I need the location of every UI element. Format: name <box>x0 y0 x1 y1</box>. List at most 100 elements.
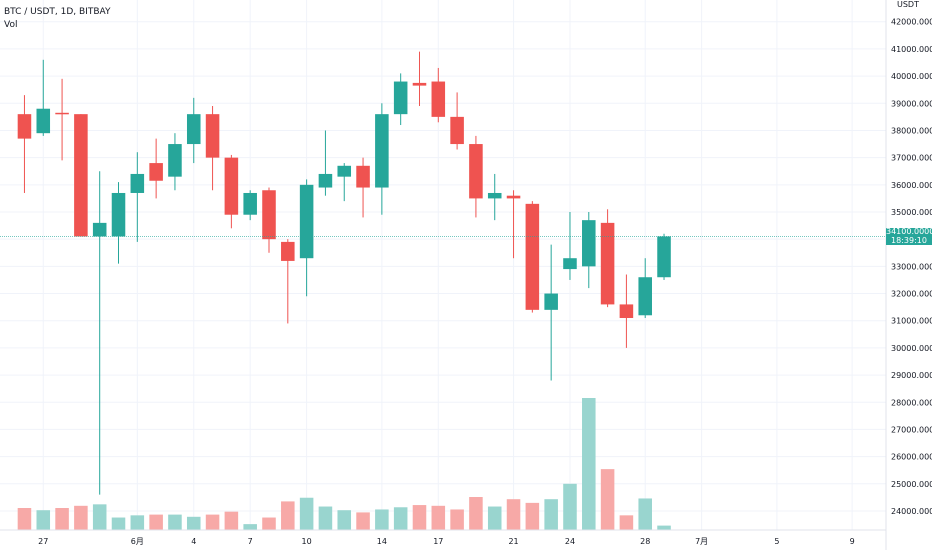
volume-indicator-label[interactable]: Vol <box>4 20 18 30</box>
volume-bar <box>168 514 182 530</box>
volume-bar <box>375 509 389 530</box>
chart-grid <box>0 0 886 530</box>
chart-legend: BTC / USDT, 1D, BITBAY Vol <box>4 6 110 32</box>
candle-body <box>487 192 502 199</box>
price-axis-currency: USDT <box>897 0 919 9</box>
volume-bar <box>600 469 615 530</box>
candle-body <box>281 241 295 261</box>
price-tick-label: 39000.000000 <box>891 99 932 108</box>
volume-bars <box>17 398 671 530</box>
volume-bar <box>544 499 558 530</box>
last-price-value: 34100.000000 <box>886 227 932 237</box>
volume-bar <box>243 524 257 530</box>
bar-countdown: 18:39:10 <box>891 235 927 245</box>
volume-bar <box>393 507 408 530</box>
price-tick-label: 26000.000000 <box>891 453 932 462</box>
price-tick-label: 41000.000000 <box>891 45 932 54</box>
candle-body <box>17 114 32 139</box>
volume-bar <box>356 512 370 530</box>
time-tick-label: 14 <box>377 537 387 546</box>
price-tick-label: 25000.000000 <box>891 480 932 489</box>
volume-bar <box>431 505 446 530</box>
time-tick-label: 10 <box>302 537 312 546</box>
price-tick-label: 40000.000000 <box>891 72 932 81</box>
candle-body <box>186 114 201 145</box>
candle-body <box>262 190 276 240</box>
volume-bar <box>487 506 502 530</box>
volume-bar <box>111 517 126 530</box>
candle-body <box>224 157 239 215</box>
price-tick-label: 35000.000000 <box>891 208 932 217</box>
volume-bar <box>563 483 577 530</box>
volume-bar <box>582 398 596 530</box>
time-tick-label: 7月 <box>695 537 708 546</box>
price-tick-label: 38000.000000 <box>891 126 932 135</box>
volume-bar <box>205 514 220 530</box>
candle-body <box>563 258 577 270</box>
candle-body <box>638 277 652 316</box>
candle-body <box>243 192 257 215</box>
candle-body <box>149 163 163 181</box>
price-tick-label: 30000.000000 <box>891 344 932 353</box>
candle-body <box>431 81 446 117</box>
candle-body <box>469 144 483 199</box>
candle-body <box>74 114 88 237</box>
candle-body <box>506 195 521 199</box>
candle-body <box>619 304 634 318</box>
time-axis[interactable]: 27 6月 4 7 10 14 17 21 24 28 7月 5 9 <box>0 529 886 546</box>
volume-bar <box>450 509 464 530</box>
candle-body <box>318 173 333 188</box>
symbol-title[interactable]: BTC / USDT, 1D, BITBAY <box>4 7 111 17</box>
time-tick-label: 28 <box>640 537 650 546</box>
volume-bar <box>92 504 107 530</box>
candle-body <box>168 144 182 177</box>
candle-body <box>55 112 69 115</box>
candle-body <box>356 165 370 188</box>
volume-bar <box>412 505 427 530</box>
time-tick-label: 9 <box>850 537 855 546</box>
volume-bar <box>17 508 32 530</box>
volume-bar <box>130 515 145 530</box>
price-tick-label: 31000.000000 <box>891 317 932 326</box>
time-tick-label: 21 <box>508 537 518 546</box>
price-candles <box>17 51 671 495</box>
volume-bar <box>149 514 163 530</box>
candle-body <box>299 184 314 259</box>
volume-bar <box>525 502 540 530</box>
time-tick-label: 4 <box>191 537 196 546</box>
candle-body <box>337 165 352 177</box>
candle-body <box>111 192 126 237</box>
time-tick-label: 5 <box>774 537 779 546</box>
price-tick-label: 24000.000000 <box>891 507 932 516</box>
time-tick-label: 24 <box>565 537 575 546</box>
candle-body <box>600 222 615 305</box>
price-tick-label: 32000.000000 <box>891 290 932 299</box>
candle-body <box>412 82 427 86</box>
candle-body <box>130 173 145 193</box>
price-axis[interactable]: 24000.000000 25000.000000 26000.000000 2700… <box>885 0 932 550</box>
price-tick-label: 27000.000000 <box>891 425 932 434</box>
candle-body <box>393 81 408 115</box>
volume-bar <box>281 501 295 530</box>
candle-body <box>36 108 51 134</box>
candle-body <box>657 236 671 278</box>
candle-body <box>92 222 107 237</box>
candle-body <box>450 116 464 145</box>
volume-bar <box>638 498 652 530</box>
volume-bar <box>262 517 276 530</box>
last-price-tag: 34100.000000 18:39:10 <box>886 227 932 246</box>
time-tick-label: 17 <box>433 537 443 546</box>
candle-body <box>582 220 596 267</box>
time-tick-label: 7 <box>248 537 253 546</box>
volume-bar <box>657 525 671 530</box>
candle-body <box>375 114 389 188</box>
candle-body <box>525 203 540 310</box>
candle-body <box>205 114 220 158</box>
price-tick-label: 33000.000000 <box>891 262 932 271</box>
volume-bar <box>36 510 51 530</box>
volume-bar <box>186 516 201 530</box>
price-tick-label: 28000.000000 <box>891 398 932 407</box>
volume-bar <box>506 499 521 530</box>
volume-bar <box>337 510 352 530</box>
